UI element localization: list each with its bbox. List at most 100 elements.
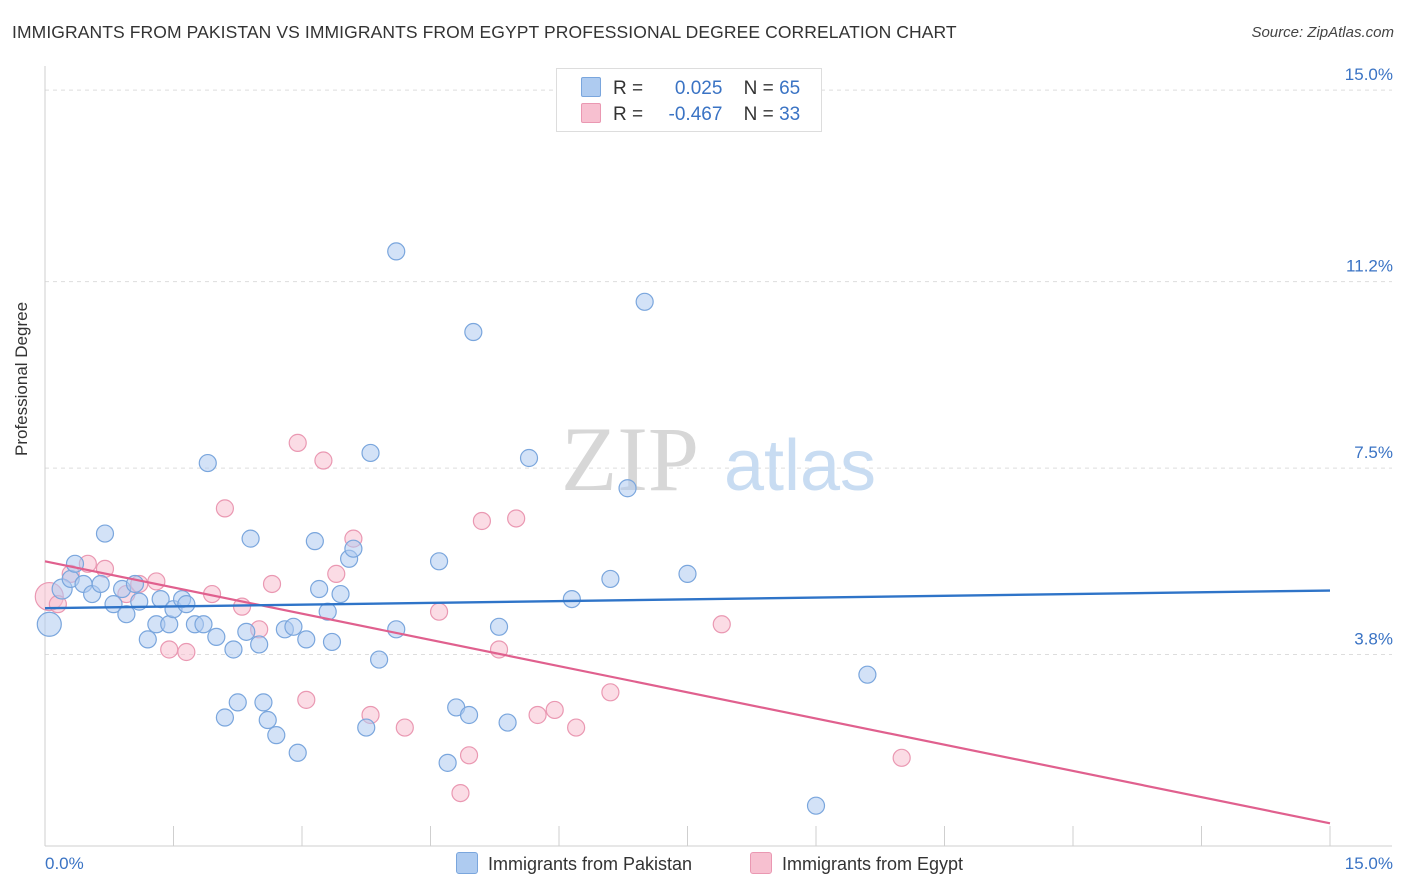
pakistan-point (387, 242, 406, 261)
pakistan-point (618, 479, 637, 498)
egypt-point (472, 511, 491, 531)
y-axis-label: Professional Degree (12, 301, 31, 456)
pakistan-point (858, 665, 877, 684)
pakistan-point (267, 726, 286, 745)
pakistan-point (387, 620, 406, 639)
pakistan-point (459, 705, 479, 725)
egypt-point (262, 574, 282, 594)
pakistan-point (305, 532, 324, 551)
pakistan-point (678, 564, 697, 583)
legend-row-egypt: R = -0.467 N = 33 (581, 103, 800, 125)
pakistan-point (806, 796, 826, 815)
egypt-point (395, 718, 414, 737)
pakistan-point (635, 292, 654, 311)
egypt-legend-label: Immigrants from Egypt (782, 854, 964, 874)
gridlines (45, 89, 1392, 656)
egypt-point (545, 700, 564, 720)
egypt-point (892, 748, 911, 767)
pakistan-point (357, 718, 376, 737)
pakistan-point (331, 584, 350, 604)
pakistan-n-value: 65 (779, 78, 801, 99)
y-tick-label: 11.2% (1346, 257, 1393, 276)
pakistan-point (284, 617, 303, 636)
legend-row-pakistan: R = 0.025 N = 65 (581, 77, 800, 99)
pakistan-legend-swatch (456, 852, 478, 874)
pakistan-r-value: 0.025 (674, 78, 723, 99)
axes (44, 66, 1392, 847)
egypt-r-label: R = (613, 104, 644, 125)
pakistan-point (36, 611, 62, 637)
pakistan-point (91, 574, 110, 594)
pakistan-point (370, 650, 389, 669)
pakistan-point (224, 640, 243, 659)
pakistan-point (562, 589, 581, 609)
pakistan-point (194, 615, 213, 634)
pakistan-legend-label: Immigrants from Pakistan (488, 854, 693, 874)
egypt-point (297, 690, 316, 709)
egypt-trend-line (44, 560, 1331, 825)
pakistan-point (464, 322, 483, 342)
pakistan-swatch (581, 77, 601, 97)
egypt-point (567, 718, 586, 737)
egypt-point (459, 746, 479, 765)
egypt-point (160, 640, 179, 659)
pakistan-point (250, 635, 269, 654)
egypt-point (601, 683, 620, 702)
pakistan-point (361, 443, 380, 463)
pakistan-point (438, 753, 457, 772)
egypt-point (451, 783, 470, 803)
pakistan-point (258, 710, 277, 730)
egypt-point (288, 433, 307, 452)
egypt-point (507, 509, 526, 528)
pakistan-point (489, 617, 509, 636)
egypt-point (215, 499, 234, 518)
stats-legend: R = 0.025 N = 65 R = -0.467 N = 33 (556, 68, 822, 132)
pakistan-point (138, 630, 157, 649)
egypt-point (327, 564, 346, 583)
egypt-point (177, 642, 196, 662)
x-tick-label-min: 0.0% (45, 854, 84, 873)
pakistan-point (429, 552, 449, 571)
egypt-swatch (581, 103, 601, 123)
egypt-r-value: -0.467 (668, 104, 723, 125)
egypt-point (429, 602, 449, 621)
pakistan-point (254, 693, 273, 712)
egypt-n-value: 33 (779, 104, 801, 125)
pakistan-point (117, 605, 136, 624)
pakistan-point (95, 524, 115, 543)
egypt-legend-swatch (750, 852, 772, 874)
chart-title: IMMIGRANTS FROM PAKISTAN VS IMMIGRANTS F… (12, 22, 957, 42)
bottom-legend-egypt: Immigrants from Egypt (750, 852, 963, 875)
pakistan-point (65, 554, 85, 573)
pakistan-points (36, 242, 877, 815)
pakistan-point (207, 627, 226, 646)
y-tick-label: 3.8% (1354, 630, 1393, 649)
pakistan-n-label: N = (743, 78, 774, 99)
pakistan-point (237, 622, 256, 641)
pakistan-point (288, 743, 307, 762)
egypt-point (147, 572, 166, 591)
pakistan-point (519, 448, 539, 468)
pakistan-trend-line (44, 589, 1331, 610)
pakistan-point (177, 595, 196, 614)
egypt-point (314, 451, 333, 470)
pakistan-point (198, 453, 217, 473)
x-tick-label-max: 15.0% (1345, 854, 1393, 873)
pakistan-point (310, 579, 329, 599)
pakistan-point (322, 632, 342, 652)
trend-lines (44, 560, 1331, 825)
pakistan-point (297, 630, 316, 649)
bottom-legend-pakistan: Immigrants from Pakistan (456, 852, 692, 875)
pakistan-point (228, 693, 247, 712)
watermark-atlas: atlas (724, 426, 876, 506)
pakistan-r-label: R = (613, 78, 644, 99)
pakistan-point (215, 708, 234, 727)
y-tick-label: 7.5% (1354, 443, 1393, 462)
tick-labels: 3.8% 7.5% 11.2% 15.0% 0.0% 15.0% (45, 65, 1393, 873)
pakistan-point (160, 615, 179, 634)
egypt-point (528, 705, 547, 725)
pakistan-point (241, 529, 260, 548)
y-tick-label: 15.0% (1345, 65, 1393, 84)
source-label: Source: ZipAtlas.com (1251, 24, 1394, 41)
